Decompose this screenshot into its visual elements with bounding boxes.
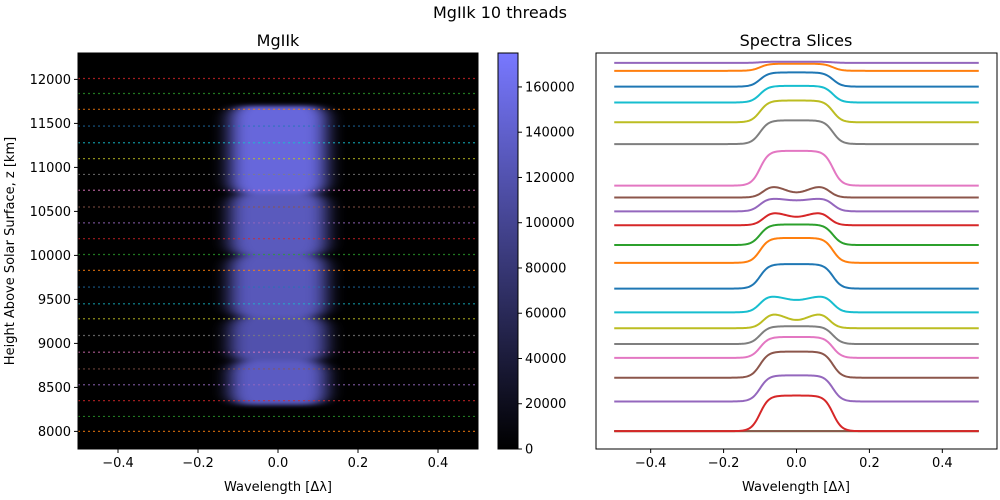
spectrum-line bbox=[614, 197, 979, 213]
spectrum-line bbox=[614, 62, 979, 72]
colorbar-tick-label: 0 bbox=[525, 443, 533, 458]
heatmap-x-ticks: −0.4 −0.2 0.0 0.2 0.4 bbox=[102, 449, 448, 471]
emission-thread bbox=[230, 361, 326, 405]
spectrum-line bbox=[614, 119, 979, 146]
x-tick-label: −0.2 bbox=[708, 456, 740, 471]
colorbar-ticks: 0 20000 40000 60000 80000 100000 120000 140000 1… bbox=[518, 80, 575, 458]
spectrum-line bbox=[614, 223, 979, 247]
heatmap-y-ticks: 8000 8500 9000 9500 10000 10500 11000 11500 1200… bbox=[30, 73, 78, 440]
spectrum-line bbox=[614, 325, 979, 346]
colorbar-tick-label: 40000 bbox=[525, 352, 566, 367]
y-tick-label: 10500 bbox=[30, 205, 71, 220]
emission-thread bbox=[230, 105, 326, 194]
emission-blur-group bbox=[230, 105, 326, 405]
spectrum-line bbox=[614, 335, 979, 359]
emission-thread bbox=[230, 255, 326, 317]
spectrum-line bbox=[614, 350, 979, 379]
spectrum-line bbox=[614, 60, 979, 64]
spectra-panel: Spectra Slices −0.4 −0.2 0.0 0.2 0.4 Wavelen… bbox=[595, 31, 998, 495]
x-tick-label: 0.4 bbox=[932, 456, 953, 471]
spectrum-line bbox=[614, 84, 979, 104]
spectrum-line bbox=[614, 394, 979, 433]
y-tick-label: 11000 bbox=[30, 161, 71, 176]
spectrum-line bbox=[614, 99, 979, 124]
figure-suptitle: MgIIk 10 threads bbox=[433, 3, 567, 22]
colorbar-tick-label: 160000 bbox=[525, 80, 575, 95]
spectrum-line bbox=[614, 295, 979, 314]
x-tick-label: −0.4 bbox=[102, 456, 134, 471]
colorbar-tick-label: 20000 bbox=[525, 397, 566, 412]
x-tick-label: 0.2 bbox=[859, 456, 880, 471]
heatmap-ylabel: Height Above Solar Surface, z [km] bbox=[3, 137, 18, 365]
colorbar-gradient bbox=[497, 52, 519, 450]
spectra-title: Spectra Slices bbox=[740, 31, 853, 50]
spectrum-line bbox=[614, 263, 979, 290]
y-tick-label: 8500 bbox=[38, 381, 71, 396]
x-tick-label: 0.2 bbox=[348, 456, 369, 471]
heatmap-title: MgIIk bbox=[257, 31, 300, 50]
y-tick-label: 10000 bbox=[30, 249, 71, 264]
spectra-plot-area bbox=[596, 53, 997, 449]
x-tick-label: 0.0 bbox=[268, 456, 289, 471]
emission-thread bbox=[230, 193, 326, 256]
colorbar-tick-label: 80000 bbox=[525, 261, 566, 276]
colorbar-tick-label: 100000 bbox=[525, 216, 575, 231]
spectra-x-ticks: −0.4 −0.2 0.0 0.2 0.4 bbox=[635, 449, 953, 471]
x-tick-label: −0.2 bbox=[182, 456, 214, 471]
x-tick-label: 0.0 bbox=[786, 456, 807, 471]
colorbar-tick-label: 120000 bbox=[525, 171, 575, 186]
colorbar: 0 20000 40000 60000 80000 100000 120000 140000 1… bbox=[497, 52, 575, 458]
spectrum-line bbox=[614, 186, 979, 199]
heatmap-xlabel: Wavelength [Δλ] bbox=[224, 480, 332, 495]
colorbar-tick-label: 60000 bbox=[525, 307, 566, 322]
spectrum-line bbox=[614, 71, 979, 88]
y-tick-label: 9500 bbox=[38, 293, 71, 308]
heatmap-slice-lines bbox=[78, 77, 478, 432]
y-tick-label: 8000 bbox=[38, 425, 71, 440]
x-tick-label: 0.4 bbox=[428, 456, 449, 471]
spectrum-line bbox=[614, 313, 979, 330]
spectrum-line bbox=[614, 149, 979, 187]
spectra-xlabel: Wavelength [Δλ] bbox=[742, 480, 850, 495]
emission-thread bbox=[230, 317, 326, 361]
heatmap-panel: MgIIk −0.4 −0.2 0.0 0.2 0.4 8000 8500 9000 9500… bbox=[3, 31, 479, 495]
spectrum-line bbox=[614, 374, 979, 403]
y-tick-label: 12000 bbox=[30, 73, 71, 88]
colorbar-tick-label: 140000 bbox=[525, 126, 575, 141]
heatmap-emission bbox=[230, 105, 326, 405]
spectrum-line bbox=[614, 236, 979, 264]
spectra-lines bbox=[614, 60, 979, 433]
x-tick-label: −0.4 bbox=[635, 456, 667, 471]
y-tick-label: 9000 bbox=[38, 337, 71, 352]
spectrum-line bbox=[614, 212, 979, 227]
y-tick-label: 11500 bbox=[30, 117, 71, 132]
